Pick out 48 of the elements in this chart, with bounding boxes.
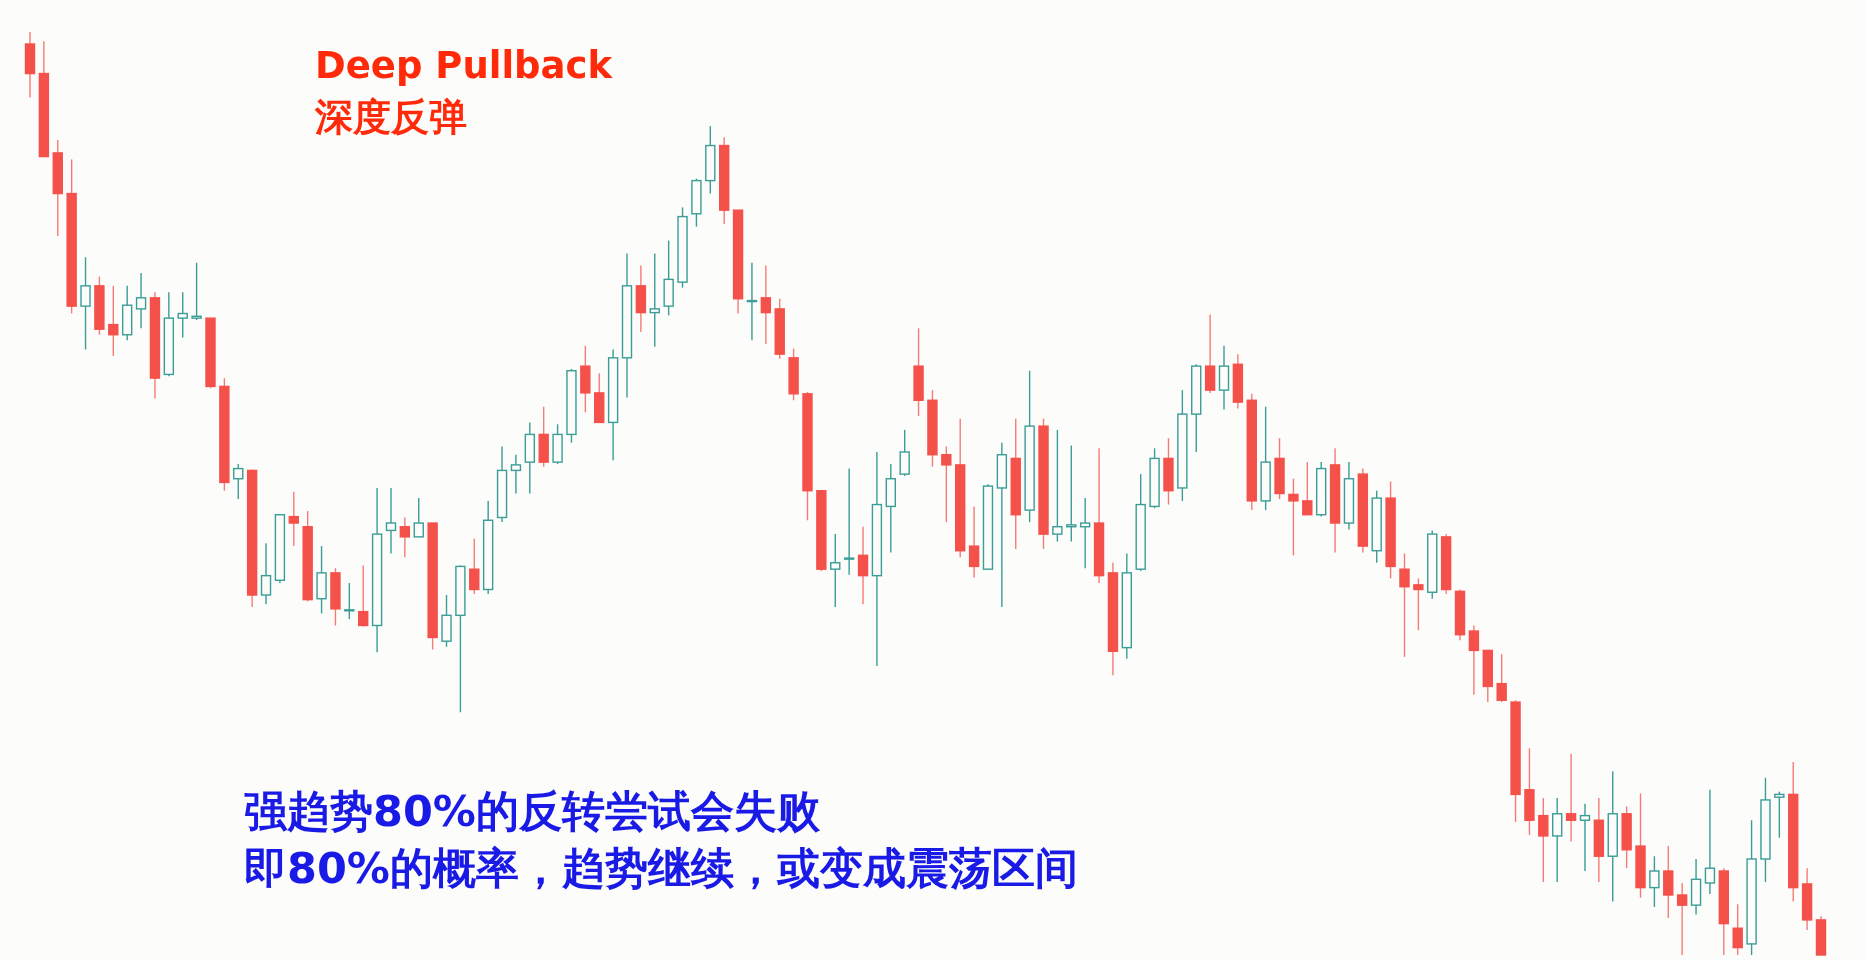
candlestick — [1676, 882, 1688, 956]
candlestick — [1579, 802, 1591, 872]
candlestick — [857, 526, 869, 605]
candlestick — [260, 542, 272, 605]
candlestick — [1732, 903, 1743, 956]
candlestick — [1468, 624, 1480, 696]
candlestick — [1565, 753, 1577, 843]
candlestick — [830, 533, 841, 608]
candlestick — [1649, 855, 1660, 908]
candlestick — [108, 285, 119, 357]
candlestick — [288, 490, 299, 547]
candlestick — [385, 487, 397, 555]
candlestick — [1288, 478, 1299, 557]
candlestick — [399, 516, 411, 558]
candlestick — [510, 454, 522, 495]
candlestick — [358, 564, 369, 628]
text: 深度反弹 — [314, 95, 467, 139]
candlestick — [177, 291, 188, 339]
candlestick — [469, 538, 480, 595]
candlestick — [135, 272, 147, 329]
candlestick — [1704, 789, 1716, 895]
candlestick — [233, 463, 244, 500]
candlestick — [1079, 497, 1091, 569]
candlestick — [344, 582, 355, 620]
candlestick — [1066, 444, 1077, 543]
candlestick — [1774, 790, 1785, 839]
candlestick — [899, 429, 910, 477]
candlestick — [968, 505, 980, 579]
candlestick — [1496, 653, 1507, 703]
candlestick — [1302, 461, 1313, 516]
candlestick — [843, 467, 855, 576]
candlestick — [80, 256, 91, 351]
candlestick — [1663, 845, 1674, 919]
candlestick — [1052, 429, 1063, 543]
candlestick — [1538, 797, 1549, 883]
candlestick — [413, 497, 424, 538]
candlestick — [760, 264, 772, 345]
candlestick — [1218, 345, 1230, 411]
candlestick — [191, 262, 202, 321]
candlestick — [1204, 313, 1216, 394]
candlestick — [1399, 552, 1410, 658]
chart-title: Deep Pullback — [315, 44, 614, 87]
candlestick — [1552, 797, 1563, 883]
candlestick — [1413, 577, 1424, 631]
candlestick — [941, 445, 952, 523]
annotation: 强趋势80%的反转尝试会失败 — [244, 786, 821, 836]
candlestick — [649, 252, 660, 348]
annotation: 即80%的概率，趋势继续，或变成震荡区间 — [244, 843, 1078, 893]
